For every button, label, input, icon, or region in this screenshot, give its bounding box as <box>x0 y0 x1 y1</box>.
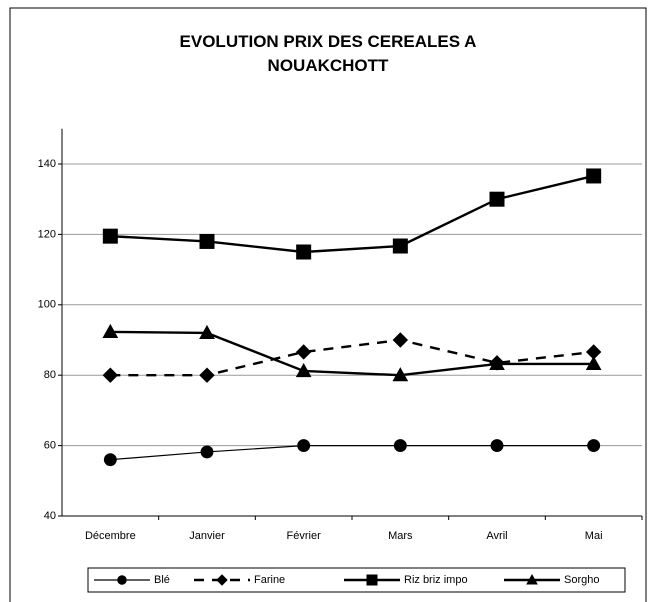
marker <box>199 367 215 383</box>
marker <box>200 445 214 459</box>
series-line <box>110 174 594 254</box>
y-tick-label: 80 <box>44 369 56 381</box>
legend-label: Sorgho <box>564 574 599 586</box>
series-line <box>110 330 594 377</box>
marker <box>526 573 538 585</box>
marker <box>199 233 215 249</box>
x-tick-label: Février <box>287 530 322 542</box>
x-tick-label: Avril <box>486 530 507 542</box>
y-tick-label: 40 <box>44 510 56 522</box>
legend-label: Riz briz impo <box>404 574 468 586</box>
marker <box>103 453 117 467</box>
marker <box>296 244 312 260</box>
x-tick-label: Janvier <box>189 530 225 542</box>
marker <box>102 323 119 339</box>
x-tick-label: Décembre <box>85 530 136 542</box>
marker <box>366 574 378 586</box>
y-tick-label: 100 <box>38 299 56 311</box>
marker <box>489 355 505 371</box>
series-line <box>110 338 594 377</box>
marker <box>585 355 602 371</box>
marker <box>102 228 118 244</box>
x-tick-label: Mai <box>585 530 603 542</box>
marker <box>297 439 311 453</box>
chart-title: EVOLUTION PRIX DES CEREALES A NOUAKCHOTT <box>179 32 477 75</box>
marker <box>490 439 504 453</box>
marker <box>199 324 215 340</box>
marker <box>392 367 409 382</box>
marker <box>295 362 312 378</box>
marker <box>102 367 119 383</box>
series-line <box>110 445 594 461</box>
marker <box>392 238 408 254</box>
y-tick-label: 120 <box>38 228 56 240</box>
marker <box>392 332 409 348</box>
y-tick-label: 60 <box>44 440 56 452</box>
chart-border <box>9 7 647 602</box>
marker <box>587 439 601 453</box>
marker <box>117 575 127 585</box>
marker <box>586 168 602 184</box>
y-tick-label: 140 <box>38 158 56 170</box>
marker <box>489 191 505 207</box>
x-tick-label: Mars <box>388 530 413 542</box>
marker <box>216 574 228 586</box>
legend-label: Farine <box>254 574 285 586</box>
legend-label: Blé <box>154 574 170 586</box>
marker <box>295 344 312 360</box>
marker <box>393 439 407 453</box>
